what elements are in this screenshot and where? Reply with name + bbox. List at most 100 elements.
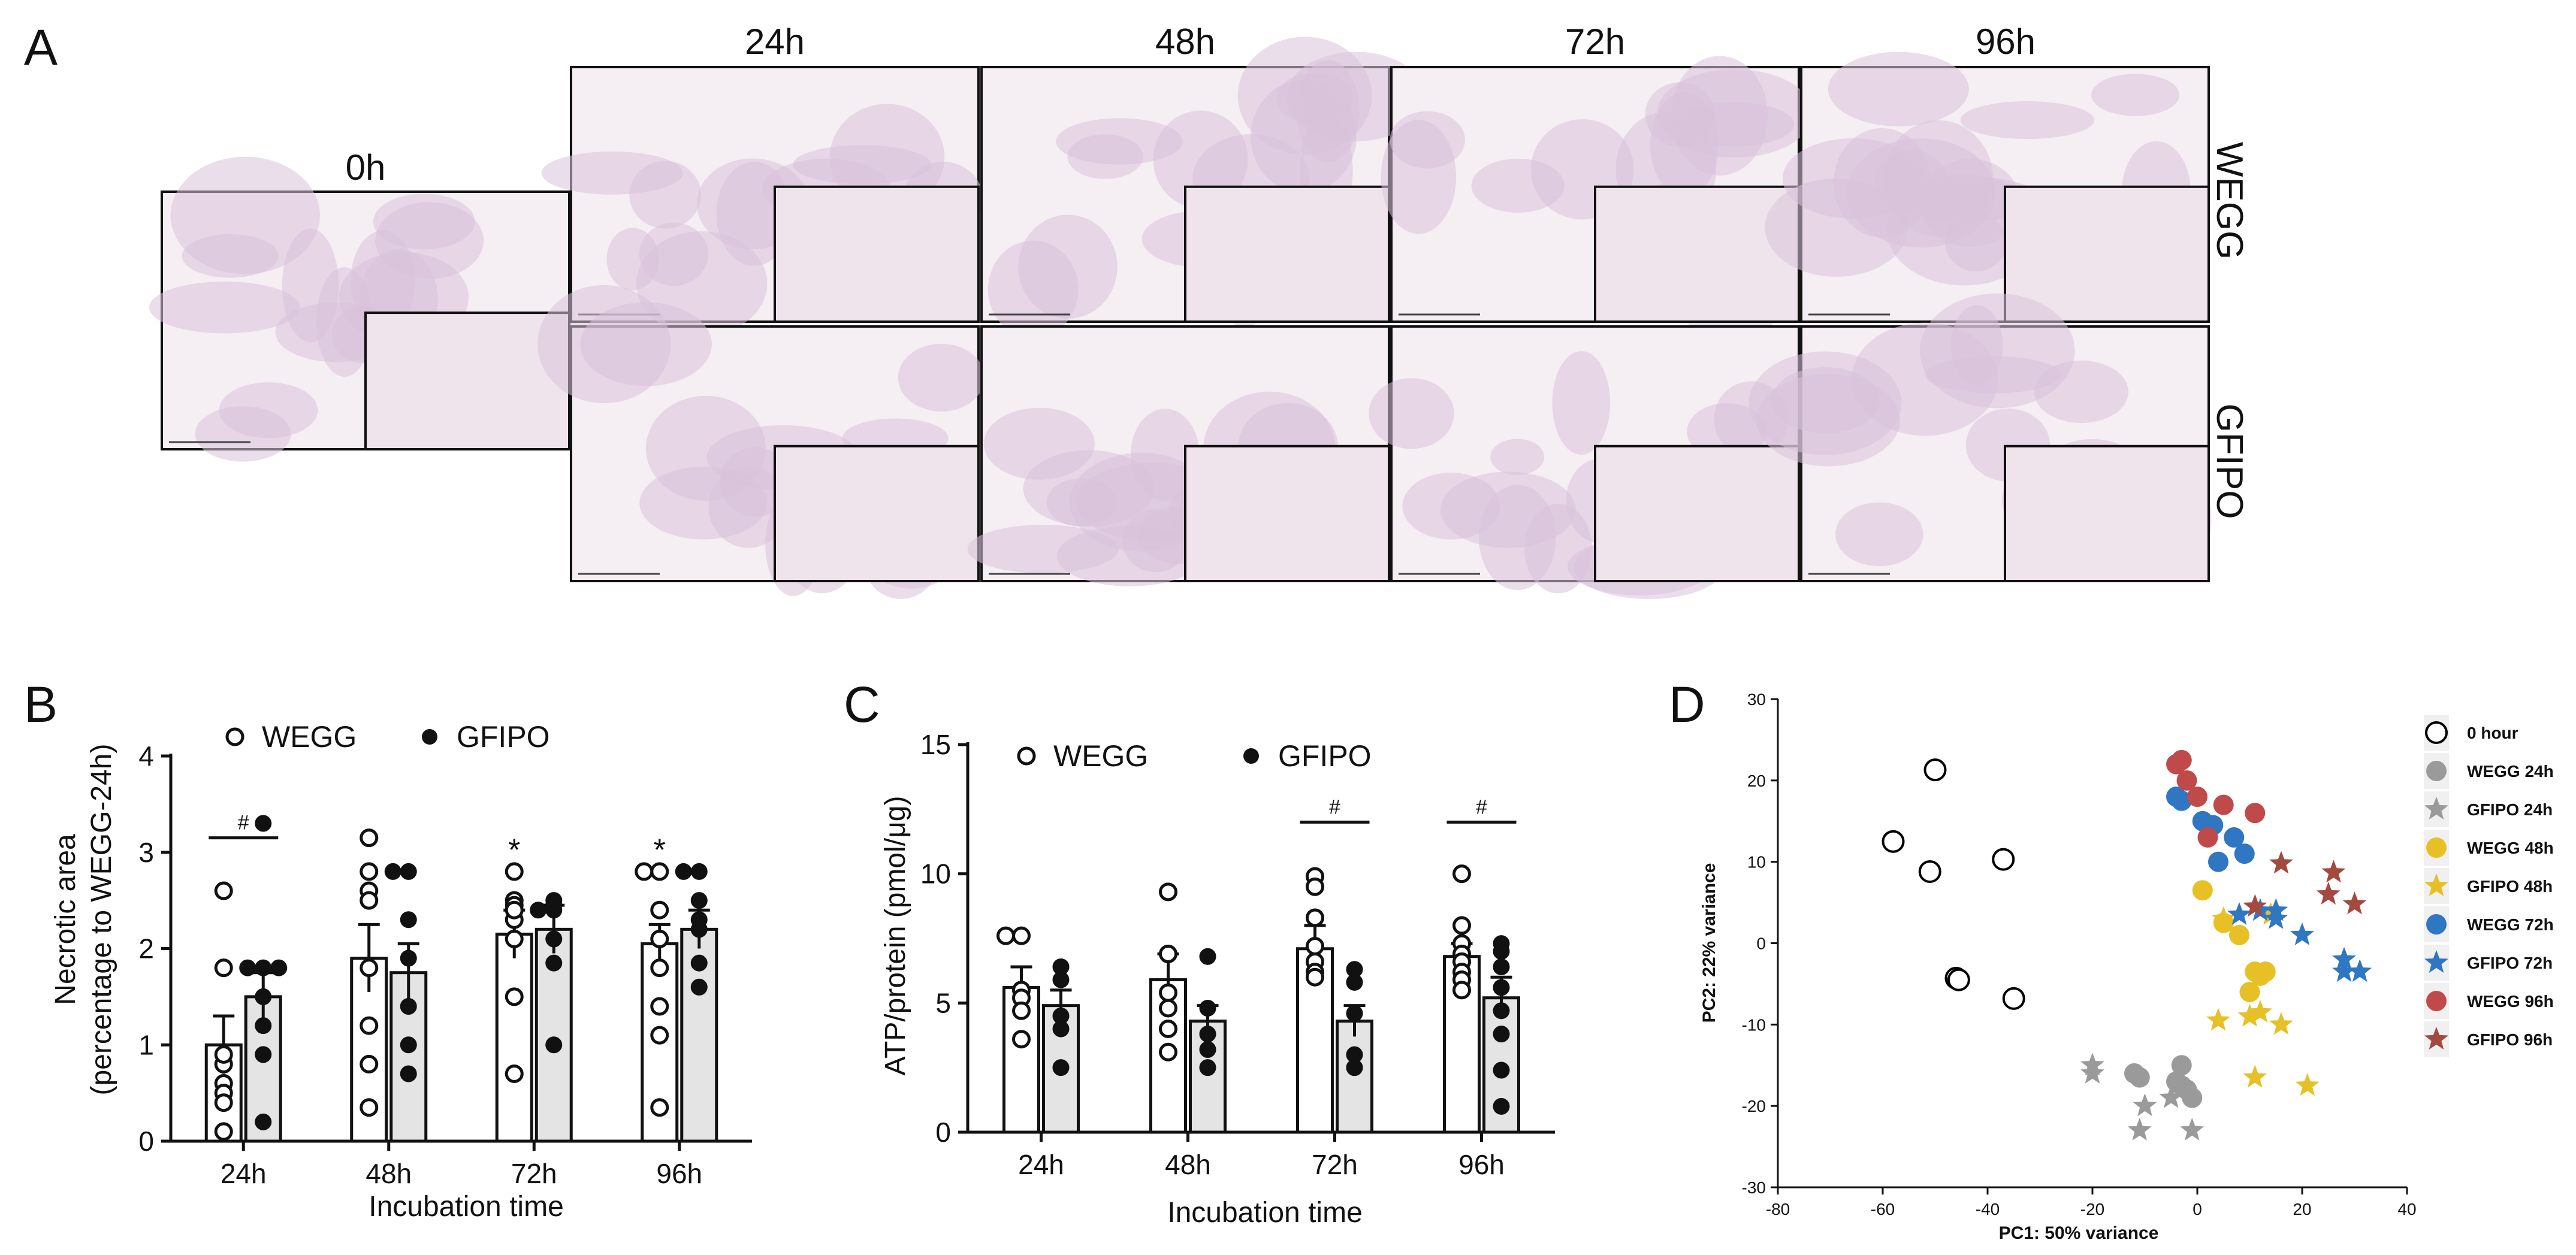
panel-d: D PC1: 50% variance PC2: 22% variance -8… bbox=[1669, 676, 2554, 1243]
data-point-gfipo bbox=[545, 930, 563, 948]
tissue-patch bbox=[282, 228, 339, 343]
scatter-point bbox=[2348, 959, 2372, 982]
micrograph-inset bbox=[774, 444, 980, 582]
d-x-tick-label: -80 bbox=[1766, 1200, 1790, 1218]
data-point-wegg bbox=[214, 958, 233, 978]
b-x-axis-title: Incubation time bbox=[369, 1191, 564, 1223]
data-point-gfipo bbox=[384, 863, 401, 880]
data-point-wegg bbox=[1012, 926, 1031, 945]
data-point-gfipo bbox=[255, 959, 272, 976]
micrograph-inset bbox=[1594, 444, 1800, 582]
scatter-point bbox=[2248, 1000, 2272, 1023]
c-x-axis-title: Incubation time bbox=[1167, 1197, 1363, 1229]
significance-symbol: # bbox=[1329, 796, 1340, 818]
scatter-point bbox=[2206, 1008, 2230, 1031]
tissue-patch bbox=[1676, 102, 1795, 147]
scatter-point bbox=[2133, 1093, 2157, 1117]
legend-marker bbox=[2424, 950, 2448, 973]
tissue-patch bbox=[537, 285, 671, 404]
data-point-wegg bbox=[650, 1098, 669, 1117]
panel-d-label: D bbox=[1669, 676, 1705, 733]
scatter-point bbox=[2295, 1073, 2320, 1096]
tissue-patch bbox=[1296, 60, 1360, 162]
data-point-wegg bbox=[1306, 936, 1324, 955]
d-y-tick-label: -30 bbox=[1742, 1178, 1766, 1197]
time-label-72h: 72h bbox=[1565, 22, 1625, 62]
scatter-point bbox=[1918, 860, 1941, 883]
data-point-wegg bbox=[996, 926, 1015, 945]
scatter-point bbox=[2234, 843, 2255, 864]
scatter-point bbox=[2342, 891, 2367, 915]
scatter-point bbox=[2321, 860, 2346, 883]
legend-marker bbox=[2426, 761, 2447, 781]
scatter-point bbox=[2269, 851, 2293, 874]
data-point-wegg bbox=[650, 929, 669, 948]
data-point-wegg bbox=[1452, 981, 1471, 1000]
d-x-tick-label: -60 bbox=[1871, 1200, 1895, 1218]
x-tick-label: 48h bbox=[366, 1158, 412, 1189]
legend-marker-gfipo bbox=[1243, 748, 1259, 764]
legend-marker-wegg bbox=[1017, 746, 1036, 766]
micrograph-inset bbox=[774, 185, 980, 323]
scatter-point bbox=[2264, 906, 2288, 929]
d-y-tick-label: -20 bbox=[1742, 1097, 1766, 1115]
legend-marker bbox=[2426, 991, 2447, 1011]
scatter-point bbox=[2227, 902, 2251, 925]
data-point-wegg bbox=[1159, 999, 1177, 1018]
data-point-gfipo bbox=[1493, 1026, 1510, 1043]
legend-marker bbox=[2426, 914, 2447, 935]
legend-label: WEGG 72h bbox=[2467, 915, 2554, 934]
x-tick-label: 96h bbox=[656, 1158, 702, 1189]
micrograph-inset bbox=[1184, 444, 1390, 582]
data-point-gfipo bbox=[400, 997, 417, 1015]
time-label-48h: 48h bbox=[1155, 22, 1215, 62]
data-point-wegg bbox=[650, 900, 669, 920]
tissue-patch bbox=[629, 161, 701, 229]
micrograph-inset bbox=[2004, 185, 2210, 323]
micrograph-gfipo-24h bbox=[537, 285, 985, 599]
legend-label: WEGG 24h bbox=[2467, 762, 2554, 781]
y-tick-label: 10 bbox=[920, 858, 951, 890]
scatter-point bbox=[2129, 1067, 2150, 1088]
legend-marker bbox=[2425, 721, 2448, 744]
tissue-patch bbox=[1846, 138, 1996, 248]
data-point-gfipo bbox=[690, 921, 708, 938]
scatter-point bbox=[1992, 848, 2015, 871]
y-tick-label: 15 bbox=[920, 729, 951, 760]
data-point-gfipo bbox=[1052, 971, 1070, 988]
data-point-wegg bbox=[505, 987, 524, 1006]
micrograph-wegg-24h bbox=[541, 66, 983, 336]
data-point-gfipo bbox=[270, 959, 288, 976]
bar-gfipo-48h bbox=[1189, 1020, 1227, 1134]
tissue-patch bbox=[2091, 74, 2180, 116]
data-point-wegg bbox=[360, 1016, 379, 1035]
legend-label-wegg: WEGG bbox=[262, 720, 357, 754]
data-point-wegg bbox=[360, 958, 379, 978]
data-point-gfipo bbox=[545, 1036, 563, 1054]
scatter-point bbox=[2192, 880, 2213, 901]
data-point-gfipo bbox=[255, 815, 272, 832]
data-point-wegg bbox=[360, 828, 379, 848]
legend-marker bbox=[2426, 837, 2447, 858]
significance-symbol: # bbox=[1476, 796, 1487, 818]
b-y-axis-title-line2: (percentage to WEGG-24h) bbox=[86, 744, 117, 1096]
series-0-hour bbox=[1882, 758, 2025, 1010]
data-point-gfipo bbox=[1052, 1020, 1070, 1038]
data-point-wegg bbox=[1012, 1030, 1031, 1049]
data-point-gfipo bbox=[1346, 1005, 1363, 1022]
micrograph-inset bbox=[1184, 185, 1390, 323]
d-y-tick-label: 30 bbox=[1747, 690, 1766, 709]
tissue-patch bbox=[1018, 214, 1118, 319]
scatter-point bbox=[2239, 982, 2260, 1002]
scatter-point bbox=[2255, 961, 2276, 982]
significance-star: * bbox=[508, 833, 520, 868]
panel-a-label: A bbox=[24, 19, 58, 75]
bar-wegg-72h bbox=[495, 932, 533, 1143]
scatter-point bbox=[2264, 898, 2288, 921]
tissue-patch bbox=[1960, 101, 2094, 140]
y-tick-label: 1 bbox=[138, 1029, 154, 1060]
data-point-wegg bbox=[214, 1093, 233, 1112]
tissue-patch bbox=[1479, 485, 1556, 591]
tissue-patch bbox=[1552, 351, 1611, 455]
scatter-point bbox=[2290, 922, 2314, 945]
